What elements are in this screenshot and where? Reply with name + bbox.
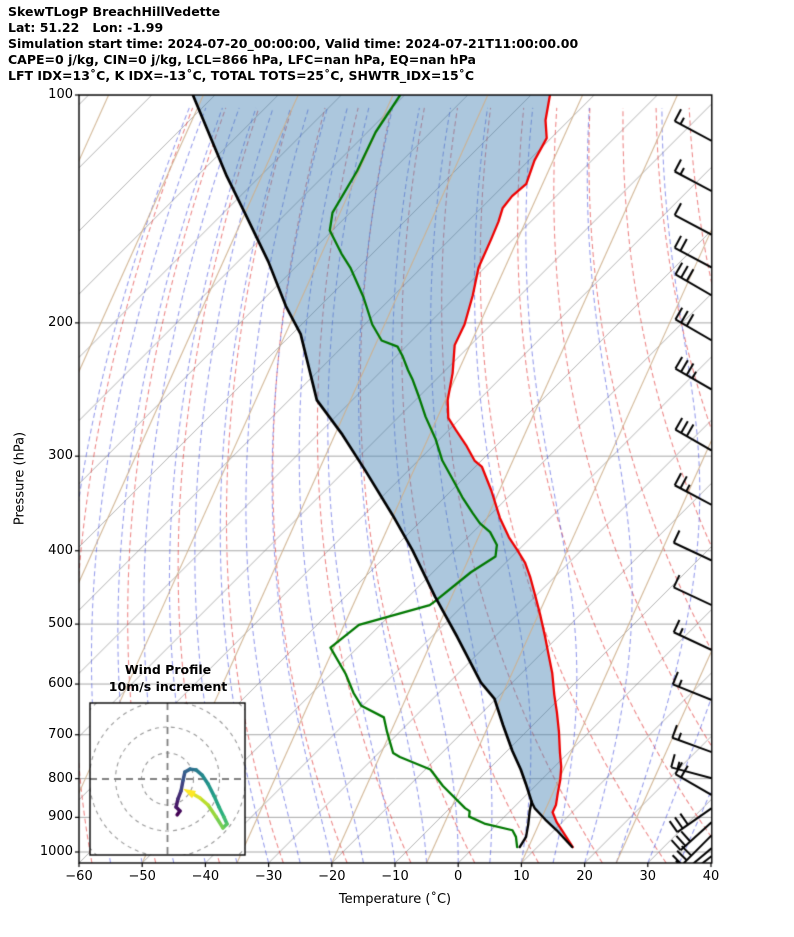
temperature-tick-label: 0: [454, 869, 463, 884]
pressure-tick-label: 400: [48, 542, 73, 558]
pressure-axis-label: Pressure (hPa): [12, 431, 28, 526]
temperature-tick-label: −20: [318, 869, 346, 884]
temperature-tick-label: −60: [65, 869, 93, 884]
pressure-tick-label: 600: [48, 676, 73, 692]
subtitle-times: Simulation start time: 2024-07-20_00:00:…: [8, 36, 579, 51]
pressure-tick-label: 800: [48, 770, 73, 786]
temperature-axis-label: Temperature (˚C): [338, 892, 452, 907]
hodograph-subtitle: 10m/s increment: [108, 679, 228, 694]
temperature-tick-label: 40: [702, 869, 720, 884]
pressure-tick-label: 100: [48, 87, 73, 102]
hodograph-title: Wind Profile: [124, 662, 212, 677]
figure-title: SkewTLogP BreachHillVedette: [8, 4, 221, 19]
subtitle-coordinates: Lat: 51.22 Lon: -1.99: [8, 20, 164, 35]
temperature-tick-label: 20: [576, 869, 593, 884]
temperature-tick-label: 30: [639, 869, 657, 884]
subtitle-cape-cin: CAPE=0 j/kg, CIN=0 j/kg, LCL=866 hPa, LF…: [8, 52, 476, 67]
pressure-tick-label: 500: [48, 616, 73, 632]
pressure-tick-label: 1000: [39, 844, 73, 859]
subtitle-indices: LFT IDX=13˚C, K IDX=-13˚C, TOTAL TOTS=25…: [8, 68, 475, 83]
temperature-tick-label: −50: [128, 869, 156, 884]
temperature-tick-label: 10: [513, 869, 530, 884]
pressure-tick-label: 900: [48, 809, 73, 825]
temperature-tick-label: −30: [254, 869, 283, 884]
temperature-tick-label: −40: [191, 869, 220, 884]
pressure-tick-label: 200: [48, 314, 73, 330]
pressure-tick-label: 300: [48, 448, 73, 464]
temperature-tick-label: −10: [381, 869, 409, 884]
pressure-tick-label: 700: [48, 726, 73, 742]
